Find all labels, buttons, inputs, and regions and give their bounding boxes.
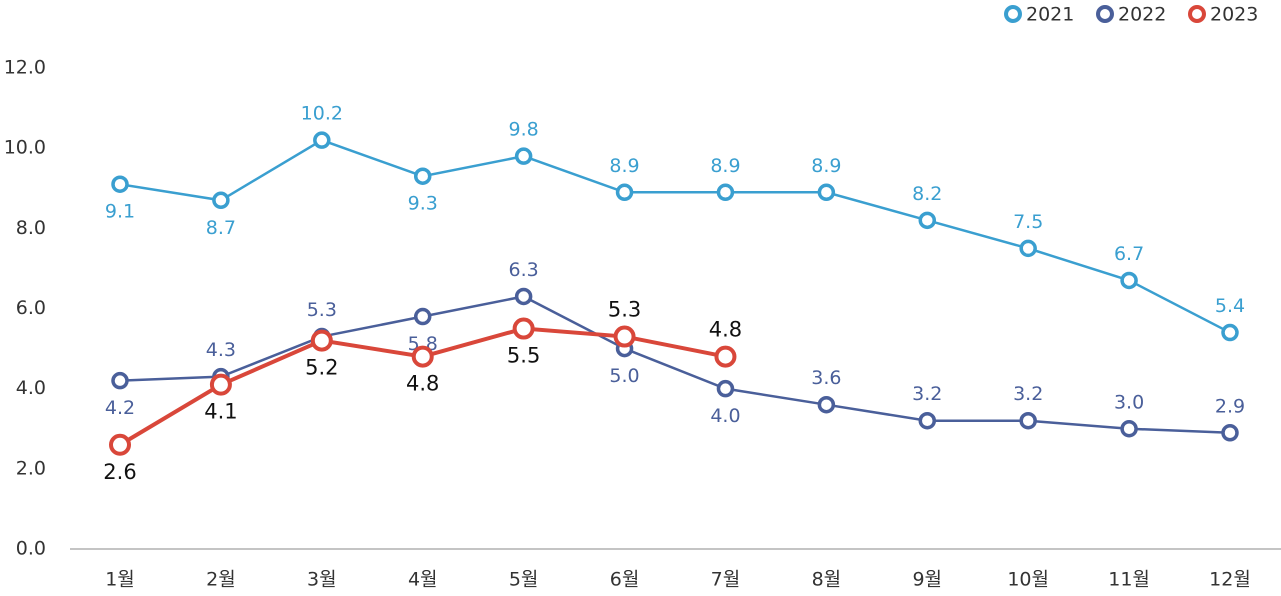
point [514, 287, 533, 306]
x-tick-label: 2월 [206, 569, 236, 591]
legend-label: 2022 [1118, 4, 1166, 26]
point [1019, 411, 1037, 430]
point [918, 211, 937, 230]
point [1221, 424, 1239, 442]
legend-marker [1004, 5, 1022, 23]
data-label: 8.9 [811, 155, 841, 177]
legend-marker [1188, 5, 1206, 23]
point [1120, 271, 1138, 290]
y-tick-label: 4.0 [16, 377, 46, 399]
data-label: 5.3 [608, 298, 641, 322]
data-label: 6.3 [509, 259, 539, 281]
x-tick-label: 7월 [711, 569, 741, 591]
data-label: 8.9 [710, 155, 740, 177]
data-label: 5.0 [609, 365, 639, 387]
x-tick-label: 11월 [1108, 569, 1150, 591]
point [615, 183, 634, 202]
point [413, 307, 432, 326]
point [1019, 239, 1037, 258]
x-tick-label: 4월 [408, 569, 438, 591]
data-label: 5.2 [305, 356, 338, 380]
data-label: 4.8 [406, 372, 439, 396]
data-label: 3.0 [1114, 391, 1144, 413]
x-tick-label: 10월 [1007, 569, 1049, 591]
point [817, 395, 836, 414]
y-tick-label: 12.0 [4, 57, 46, 79]
data-label: 3.2 [1013, 383, 1043, 405]
data-label: 9.1 [105, 201, 135, 223]
point [310, 329, 333, 352]
point [413, 167, 432, 185]
y-tick-label: 2.0 [16, 457, 46, 479]
series-line [119, 295, 1231, 435]
data-label: 4.2 [105, 397, 135, 419]
point [1221, 323, 1239, 342]
data-label: 6.7 [1114, 243, 1144, 265]
point [714, 345, 737, 368]
x-tick-label: 5월 [509, 569, 539, 591]
data-label: 5.5 [507, 344, 540, 368]
point [918, 411, 937, 430]
data-label: 4.1 [204, 400, 237, 424]
legend-marker [1096, 5, 1114, 23]
data-label: 7.5 [1013, 211, 1043, 233]
data-label: 5.4 [1215, 295, 1245, 317]
point [209, 373, 232, 396]
point [1120, 420, 1138, 438]
x-tick-label: 1월 [105, 569, 135, 591]
x-tick-label: 6월 [610, 569, 640, 591]
point [514, 147, 533, 165]
data-label: 4.0 [710, 405, 740, 427]
data-label: 8.9 [609, 155, 639, 177]
data-label: 4.8 [709, 318, 742, 342]
data-label: 9.8 [509, 119, 539, 141]
data-label: 10.2 [301, 103, 343, 125]
data-label: 2.9 [1215, 395, 1245, 417]
point [111, 371, 129, 390]
series-line [119, 138, 1231, 334]
point [313, 131, 331, 149]
point [111, 175, 129, 193]
y-tick-label: 10.0 [4, 137, 46, 159]
data-label: 3.2 [912, 383, 942, 405]
point [512, 317, 535, 340]
point [109, 433, 131, 456]
x-tick-label: 8월 [812, 569, 842, 591]
y-tick-label: 0.0 [16, 538, 46, 560]
data-label: 4.3 [206, 339, 236, 361]
x-tick-label: 3월 [307, 569, 337, 591]
data-label: 5.3 [307, 299, 337, 321]
data-label: 9.3 [408, 193, 438, 215]
point [716, 379, 735, 398]
data-label: 3.6 [811, 367, 841, 389]
point [411, 345, 434, 368]
y-tick-label: 6.0 [16, 297, 46, 319]
data-label: 8.7 [206, 217, 236, 239]
legend-label: 2021 [1026, 4, 1074, 26]
point [212, 191, 230, 210]
x-tick-label: 9월 [912, 569, 942, 591]
point [716, 183, 735, 202]
y-tick-label: 8.0 [16, 217, 46, 239]
point [613, 325, 636, 348]
x-tick-label: 12월 [1209, 569, 1251, 591]
data-label: 2.6 [103, 460, 136, 484]
point [817, 183, 836, 202]
data-label: 8.2 [912, 183, 942, 205]
legend-label: 2023 [1210, 4, 1258, 26]
